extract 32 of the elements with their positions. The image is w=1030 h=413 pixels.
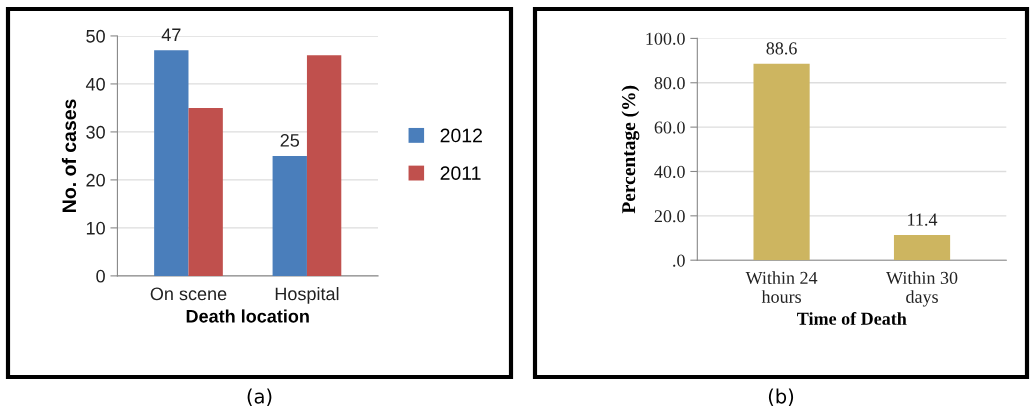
bar — [154, 50, 189, 276]
data-label: 88.6 — [766, 42, 797, 55]
y-tick-label: 40.0 — [654, 165, 685, 178]
bar — [188, 107, 223, 276]
y-axis-title: No. of cases — [61, 99, 77, 212]
x-axis-title: Time of Death — [797, 311, 907, 325]
y-tick-label: 20 — [86, 173, 105, 187]
data-label: 11.4 — [908, 213, 938, 226]
y-tick-label: 40 — [85, 77, 105, 91]
data-label: 25 — [280, 134, 300, 147]
y-tick-label: 0 — [96, 269, 105, 283]
data-label: 47 — [161, 28, 181, 42]
y-tick-label: 20.0 — [654, 210, 685, 223]
legend-label: 2011 — [440, 166, 481, 181]
y-tick-label: 50 — [86, 29, 105, 43]
x-tick-label: Hospital — [275, 287, 339, 304]
x-tick-label: Within 30 days — [886, 271, 958, 307]
y-tick-label: 80.0 — [654, 77, 685, 90]
bar — [306, 55, 342, 276]
y-tick-label: .0 — [673, 254, 685, 267]
text: (a) — [247, 388, 272, 406]
bar — [272, 155, 307, 276]
x-tick-label: On scene — [150, 287, 227, 301]
y-tick-label: 30 — [86, 125, 105, 139]
x-tick-label: Within 24 hours — [745, 271, 818, 303]
y-tick-label: 100.0 — [646, 32, 685, 45]
y-tick-label: 60.0 — [654, 121, 685, 134]
x-axis-title: Death location — [186, 309, 309, 323]
text: (b) — [768, 388, 794, 406]
legend-label: 2012 — [440, 128, 482, 143]
y-axis-title: Percentage (%) — [621, 85, 640, 214]
y-tick-label: 10 — [86, 221, 105, 235]
